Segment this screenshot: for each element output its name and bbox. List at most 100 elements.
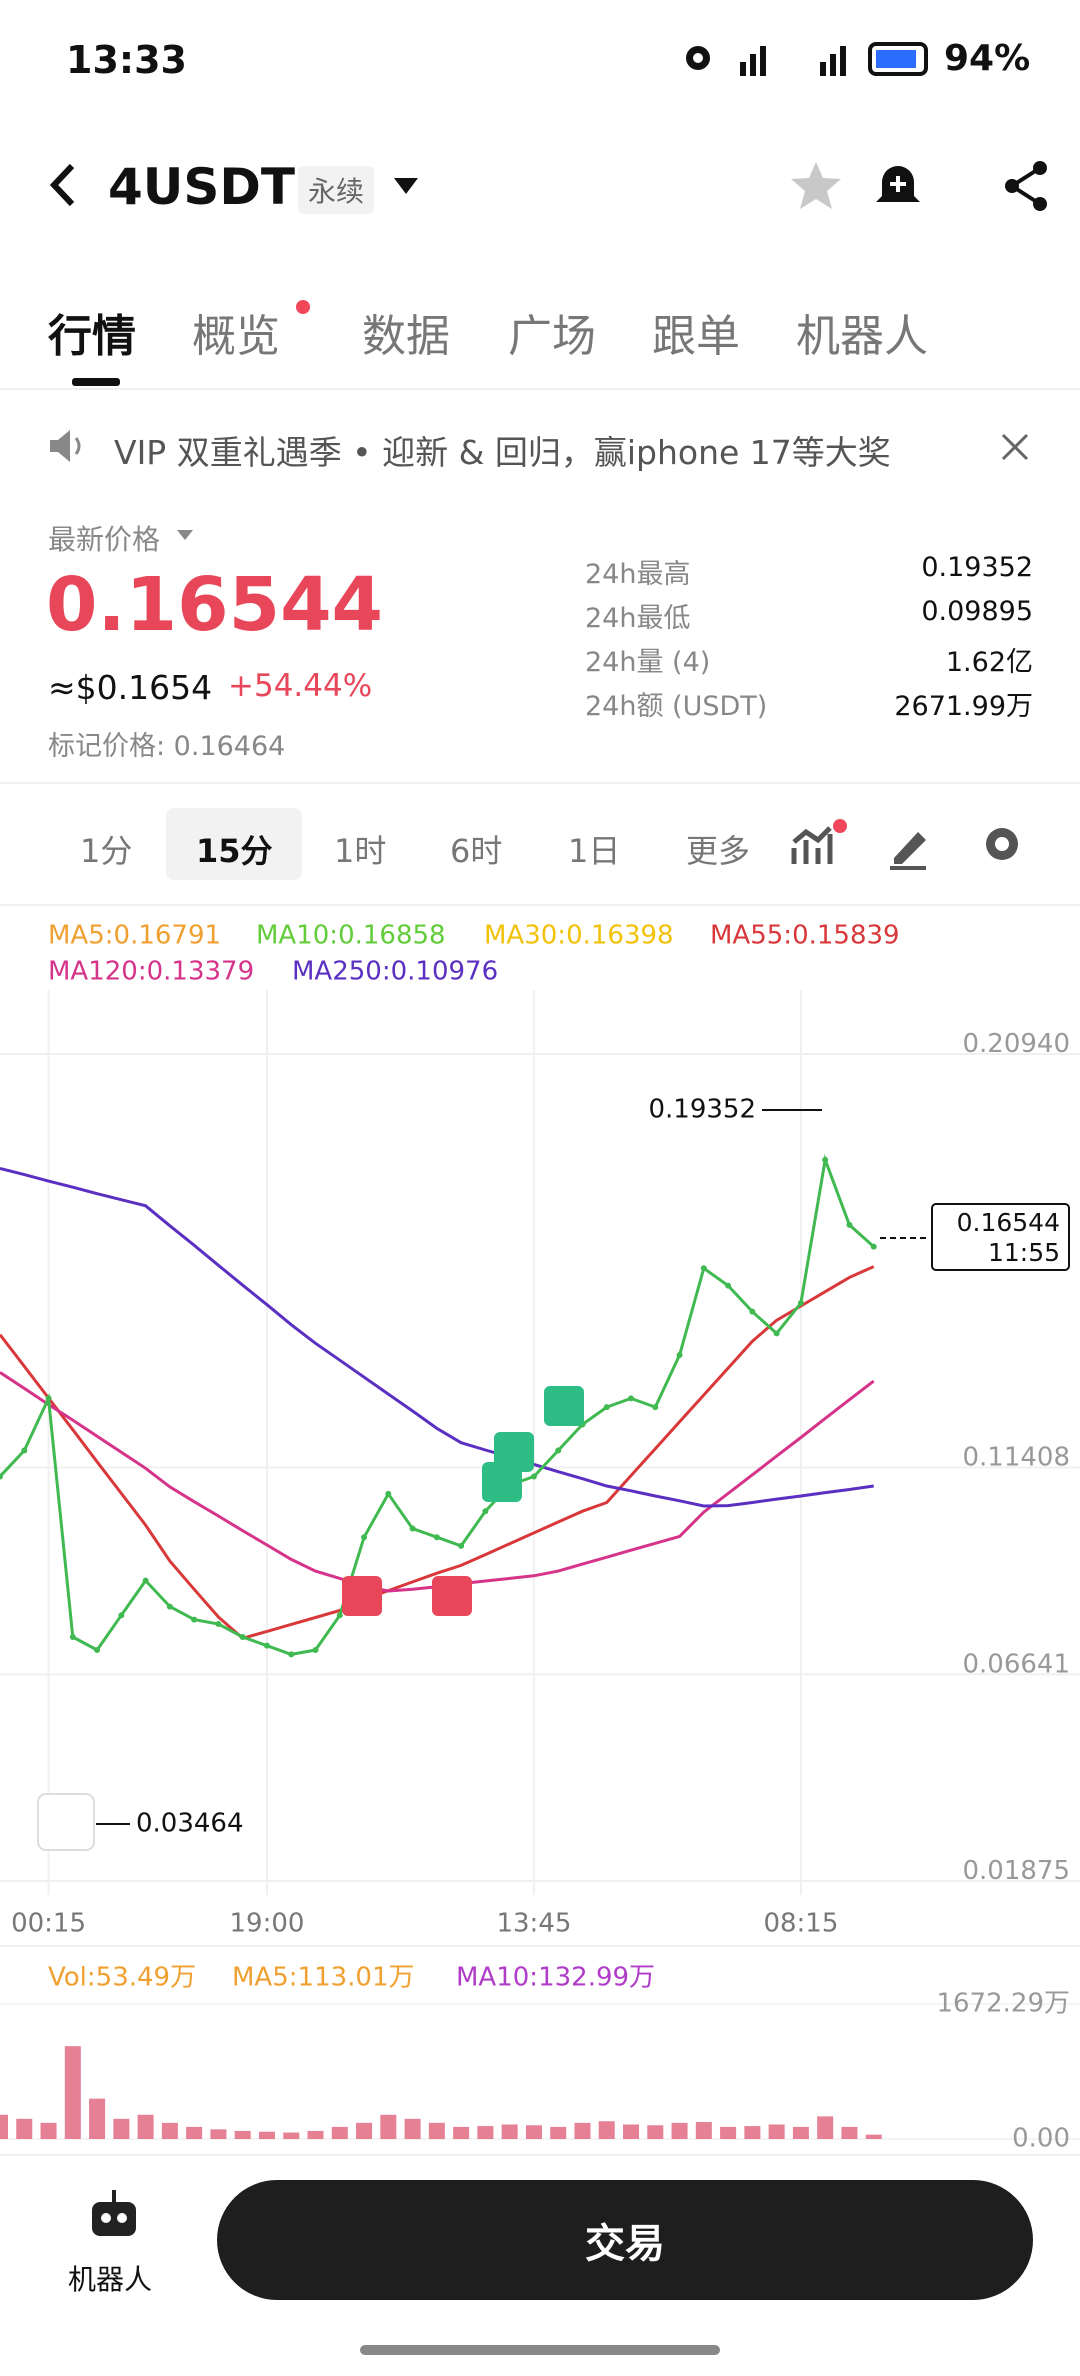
price-point xyxy=(239,1633,246,1640)
dropdown[interactable] xyxy=(392,176,422,196)
volume-tick-label: 1672.29万 xyxy=(936,1989,1070,2019)
price-point xyxy=(603,1404,610,1411)
interval-selected-bg xyxy=(166,808,302,880)
stat-label: 24h最高 xyxy=(585,559,691,590)
price-point xyxy=(555,1447,562,1454)
volume-legend: MA5:113.01万 xyxy=(232,1963,415,1993)
volume-bar xyxy=(623,2124,640,2139)
price-point xyxy=(288,1651,295,1658)
volume-bar xyxy=(817,2116,834,2139)
price-point xyxy=(773,1330,780,1337)
speaker-icon xyxy=(50,430,81,462)
trade-button[interactable]: 交易 xyxy=(217,2180,1033,2300)
chart-tools[interactable] xyxy=(790,818,1070,874)
stat-value: 2671.99万 xyxy=(894,691,1033,722)
volume-bar xyxy=(525,2125,542,2139)
interval-tab[interactable]: 1日 xyxy=(568,832,621,870)
volume-legend: Vol:53.49万 xyxy=(48,1963,196,1993)
price-point xyxy=(385,1490,392,1497)
indicator-legend: MA30:0.16398 xyxy=(484,921,674,951)
volume-bar xyxy=(258,2131,275,2139)
volume-tick-label: 0.00 xyxy=(1012,2124,1070,2154)
price-point xyxy=(700,1265,707,1272)
price-point xyxy=(797,1299,804,1306)
interval-tab[interactable]: 1时 xyxy=(334,832,387,870)
price-point xyxy=(215,1620,222,1627)
volume-bar xyxy=(0,2114,8,2139)
volume-bar xyxy=(865,2134,882,2139)
volume-bar xyxy=(40,2122,57,2139)
price-point xyxy=(433,1534,440,1541)
tab[interactable]: 机器人 xyxy=(796,311,928,362)
volume-bar xyxy=(16,2118,33,2139)
current-price-box xyxy=(931,1203,1070,1271)
symbol: 4USDT xyxy=(108,158,296,216)
divider xyxy=(0,904,1080,906)
price-point xyxy=(312,1647,319,1654)
indicator-legend: MA250:0.10976 xyxy=(292,957,498,987)
volume-bar xyxy=(841,2126,858,2139)
interval-tab[interactable]: 1分 xyxy=(80,832,133,870)
volume-bar xyxy=(695,2122,712,2139)
volume-bar xyxy=(356,2122,373,2139)
price-point xyxy=(482,1508,489,1515)
price-point xyxy=(118,1612,125,1619)
ma-line xyxy=(0,1167,874,1508)
interval-tab[interactable]: 更多 xyxy=(686,832,751,870)
price-point xyxy=(725,1282,732,1289)
price-point xyxy=(530,1473,537,1480)
volume-bar xyxy=(477,2126,494,2139)
y-tick-label: 0.11408 xyxy=(962,1442,1070,1472)
back-button[interactable] xyxy=(44,160,84,210)
price-point xyxy=(846,1221,853,1228)
divider xyxy=(0,2154,1080,2156)
volume-bar xyxy=(186,2126,203,2139)
ma-line xyxy=(0,1371,875,1593)
contract-tag: 永续 xyxy=(298,166,375,214)
volume-bar xyxy=(501,2124,518,2139)
notice-text[interactable]: VIP 双重礼遇季 • 迎新 & 回归，赢iphone 17等大奖 xyxy=(114,433,891,472)
close-notice[interactable] xyxy=(1000,432,1030,462)
price-point xyxy=(21,1447,28,1454)
header-actions[interactable] xyxy=(786,158,1066,214)
indicator-legend: MA5:0.16791 xyxy=(48,921,221,951)
interval-tab[interactable]: 15分 xyxy=(196,832,273,870)
volume-bar xyxy=(671,2122,688,2139)
tab[interactable]: 概览 xyxy=(192,311,280,362)
tab[interactable]: 跟单 xyxy=(652,311,740,362)
volume-bar xyxy=(380,2114,397,2139)
volume-bar xyxy=(283,2132,300,2139)
tab[interactable]: 数据 xyxy=(362,311,450,362)
price-point xyxy=(45,1395,52,1402)
tab[interactable]: 行情 xyxy=(48,311,136,362)
price-point xyxy=(94,1647,101,1654)
tab[interactable]: 广场 xyxy=(508,311,596,362)
price-point xyxy=(652,1404,659,1411)
volume-bar xyxy=(647,2125,664,2139)
interval-tab[interactable]: 6时 xyxy=(450,832,503,870)
volume-bar xyxy=(574,2122,591,2139)
stat-value: 0.19352 xyxy=(921,552,1033,583)
ma-line xyxy=(0,1265,875,1640)
status-time: 13:33 xyxy=(66,38,187,82)
price-point xyxy=(361,1534,368,1541)
price-point xyxy=(336,1612,343,1619)
indicator-legend: MA10:0.16858 xyxy=(256,921,446,951)
x-tick-label: 00:15 xyxy=(11,1909,86,1939)
robot-label[interactable]: 机器人 xyxy=(68,2263,153,2296)
stat-label: 24h量 (4) xyxy=(585,647,711,678)
volume-bar xyxy=(550,2126,567,2139)
price-point xyxy=(142,1577,149,1584)
indicator-legend: MA55:0.15839 xyxy=(710,921,900,951)
low-annotation: 0.03464 xyxy=(136,1809,244,1839)
divider xyxy=(0,388,1080,390)
y-tick-label: 0.01875 xyxy=(962,1856,1070,1886)
current-price: 0.16544 xyxy=(957,1208,1060,1237)
volume-bar xyxy=(137,2114,154,2139)
price-point xyxy=(870,1243,877,1250)
robot-icon[interactable] xyxy=(86,2188,142,2244)
mark-price: 标记价格: 0.16464 xyxy=(48,731,286,762)
usd-price: ≈$0.1654 xyxy=(48,668,213,707)
price-label: 最新价格 xyxy=(48,523,161,556)
